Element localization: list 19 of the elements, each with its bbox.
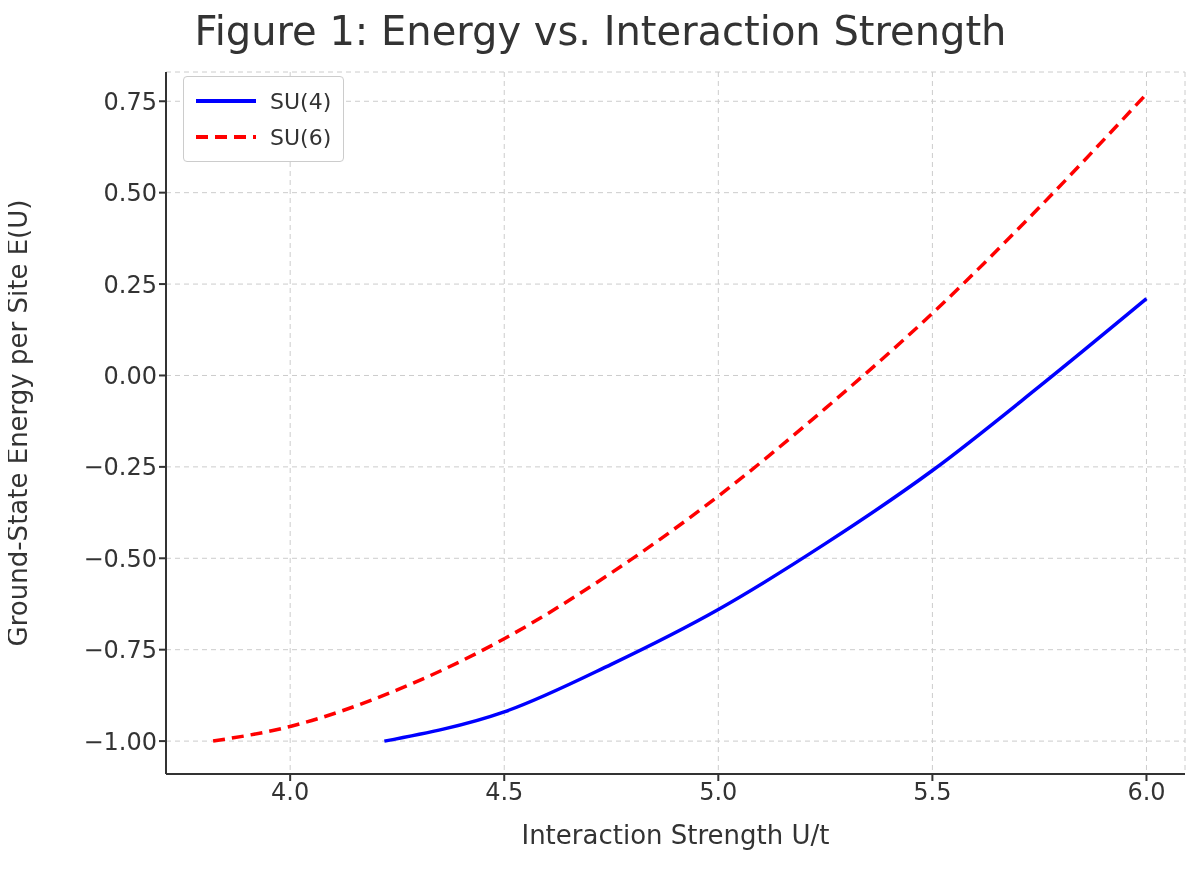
y-tick-label: 0.25 [103,270,157,299]
legend-label: SU(4) [270,88,332,114]
y-tick-label: 0.75 [103,87,157,116]
legend-label: SU(6) [270,124,332,150]
x-tick-label: 6.0 [1127,778,1166,807]
y-tick-label: −1.00 [83,727,157,756]
x-tick-label: 4.0 [271,778,310,807]
x-tick-label: 4.5 [485,778,524,807]
y-tick-label: 0.50 [103,179,157,208]
y-tick-label: −0.75 [83,636,157,665]
y-tick-label: −0.25 [83,453,157,482]
x-tick-label: 5.5 [913,778,952,807]
x-axis-title: Interaction Strength U/t [521,820,830,850]
y-tick-label: −0.50 [83,544,157,573]
y-tick-label: 0.00 [103,361,157,390]
line-series [382,296,1149,743]
x-tick-label: 5.0 [699,778,738,807]
chart-title: Figure 1: Energy vs. Interaction Strength [193,8,1008,56]
y-axis-title: Ground-State Energy per Site E(U) [3,199,34,647]
